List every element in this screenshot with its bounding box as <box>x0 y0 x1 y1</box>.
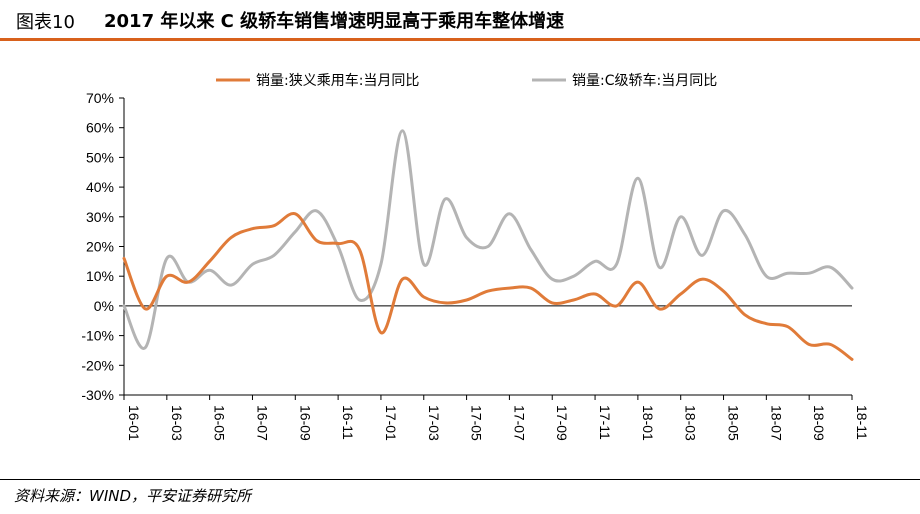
x-tick-label: 18-09 <box>811 405 827 441</box>
chart-legend: 销量:狭义乘用车:当月同比 销量:C级轿车:当月同比 <box>216 72 717 89</box>
x-tick-label: 16-05 <box>212 405 228 441</box>
y-tick-label: 50% <box>86 149 114 165</box>
x-tick-label: 16-09 <box>297 405 313 441</box>
y-tick-label: 10% <box>86 268 114 284</box>
x-tick-label: 17-11 <box>597 405 613 440</box>
x-tick-label: 17-09 <box>554 405 570 441</box>
x-tick-label: 17-01 <box>383 405 399 441</box>
header-rule <box>0 38 920 41</box>
x-tick-label: 16-01 <box>126 405 142 441</box>
series-line-c-class-sedan <box>122 129 854 350</box>
y-tick-label: -20% <box>81 357 114 373</box>
x-tick-label: 17-05 <box>469 405 485 441</box>
y-axis: 70% 60% 50% 40% 30% 20% 10% 0% -10% -20% -30% <box>81 90 125 403</box>
x-tick-label: 18-07 <box>768 405 784 441</box>
x-tick-label: 18-03 <box>683 405 699 441</box>
x-tick-label: 18-01 <box>640 405 656 441</box>
line-chart: 销量:狭义乘用车:当月同比 销量:C级轿车:当月同比 70% 60% 50% 40% 30… <box>81 72 870 441</box>
y-tick-label: -10% <box>81 328 114 344</box>
series-line-passenger-car <box>122 212 854 361</box>
figure-header: 图表10 2017 年以来 C 级轿车销售增速明显高于乘用车整体增速 <box>0 0 920 38</box>
y-tick-label: 70% <box>86 90 114 106</box>
x-tick-label: 18-11 <box>854 405 870 440</box>
legend-label: 销量:C级轿车:当月同比 <box>572 72 717 89</box>
y-tick-label: 20% <box>86 239 114 255</box>
y-tick-label: 60% <box>86 120 114 136</box>
figure-label: 图表10 <box>16 12 75 33</box>
y-tick-label: 30% <box>86 209 114 225</box>
footer-rule <box>0 479 920 480</box>
x-tick-label: 18-05 <box>726 405 742 441</box>
y-tick-label: -30% <box>81 387 114 403</box>
x-axis: 16-01 16-03 16-05 16-07 16-09 16-11 17-01 17-03… <box>123 394 870 441</box>
figure-title: 2017 年以来 C 级轿车销售增速明显高于乘用车整体增速 <box>104 11 565 32</box>
x-tick-label: 16-11 <box>340 405 356 440</box>
x-tick-label: 16-07 <box>254 405 270 441</box>
x-tick-label: 16-03 <box>169 405 185 441</box>
y-tick-label: 40% <box>86 179 114 195</box>
x-tick-label: 17-03 <box>426 405 442 441</box>
legend-label: 销量:狭义乘用车:当月同比 <box>256 72 419 89</box>
y-tick-label: 0% <box>94 298 114 314</box>
x-tick-label: 17-07 <box>511 405 527 441</box>
source-note: 资料来源：WIND，平安证券研究所 <box>14 487 252 505</box>
series-lines <box>122 129 854 361</box>
